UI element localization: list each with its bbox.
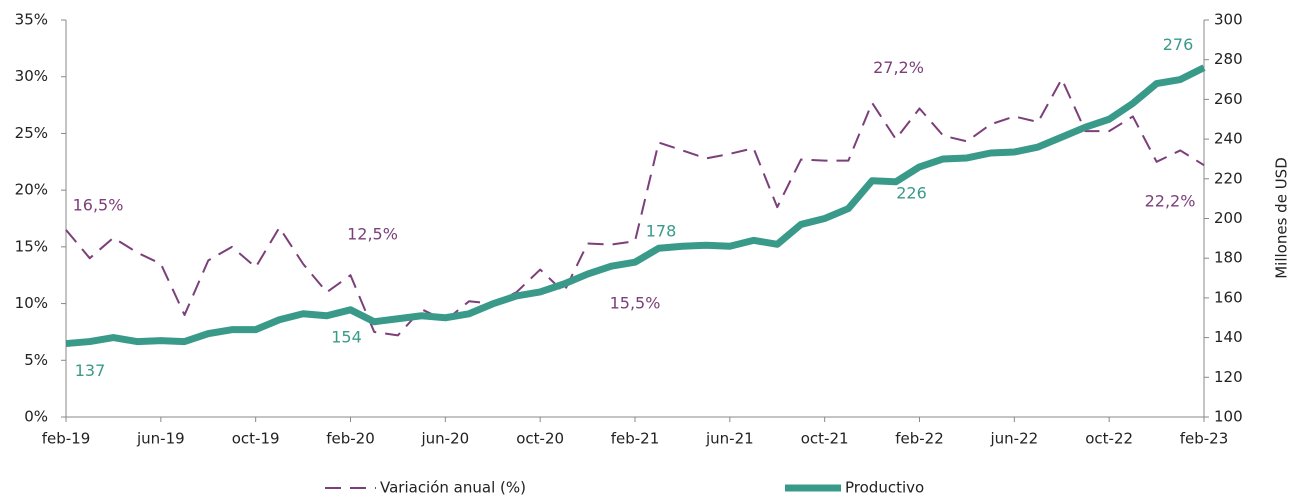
data-label: 27,2% [873, 58, 924, 77]
data-label: 137 [75, 361, 106, 380]
x-tick-label: jun-19 [136, 430, 185, 448]
legend-label: Variación anual (%) [380, 479, 526, 497]
y-tick-label: 0% [24, 408, 48, 426]
x-tick-label: jun-20 [420, 430, 469, 448]
series-line [65, 64, 1206, 348]
x-tick-label: feb-23 [1180, 430, 1229, 448]
data-label: 226 [896, 183, 927, 202]
x-tick-label: oct-19 [232, 430, 280, 448]
x-tick-label: jun-21 [705, 430, 754, 448]
y2-tick-label: 120 [1214, 368, 1243, 386]
y2-tick-label: 220 [1214, 169, 1243, 187]
y2-tick-label: 160 [1214, 288, 1243, 306]
y2-tick-label: 180 [1214, 249, 1243, 267]
x-tick-label: feb-20 [326, 430, 375, 448]
y2-tick-label: 280 [1214, 50, 1243, 68]
y2-tick-label: 300 [1214, 11, 1243, 29]
x-tick-label: oct-22 [1085, 430, 1133, 448]
data-label: 16,5% [73, 195, 124, 214]
y-tick-label: 20% [15, 181, 48, 199]
legend-label: Productivo [845, 479, 924, 497]
y2-tick-label: 260 [1214, 90, 1243, 108]
y2-tick-label: 140 [1214, 328, 1243, 346]
x-tick-label: feb-19 [42, 430, 91, 448]
x-tick-label: feb-21 [611, 430, 660, 448]
y-tick-label: 10% [15, 294, 48, 312]
data-label: 22,2% [1145, 192, 1196, 211]
x-tick-label: feb-22 [895, 430, 944, 448]
data-label: 154 [331, 327, 362, 346]
y-tick-label: 25% [15, 124, 48, 142]
y2-axis-label: Millones de USD [1273, 157, 1291, 279]
data-label: 276 [1163, 35, 1194, 54]
y-tick-label: 5% [24, 351, 48, 369]
data-label: 178 [646, 222, 677, 241]
data-label: 12,5% [347, 225, 398, 244]
x-tick-label: oct-21 [801, 430, 849, 448]
x-tick-label: oct-20 [516, 430, 564, 448]
y-tick-label: 30% [15, 67, 48, 85]
y2-tick-label: 240 [1214, 130, 1243, 148]
data-label: 15,5% [610, 294, 661, 313]
y2-tick-label: 200 [1214, 209, 1243, 227]
y2-tick-label: 100 [1214, 408, 1243, 426]
y-tick-label: 15% [15, 237, 48, 255]
x-tick-label: jun-22 [989, 430, 1038, 448]
y-tick-label: 35% [15, 11, 48, 29]
